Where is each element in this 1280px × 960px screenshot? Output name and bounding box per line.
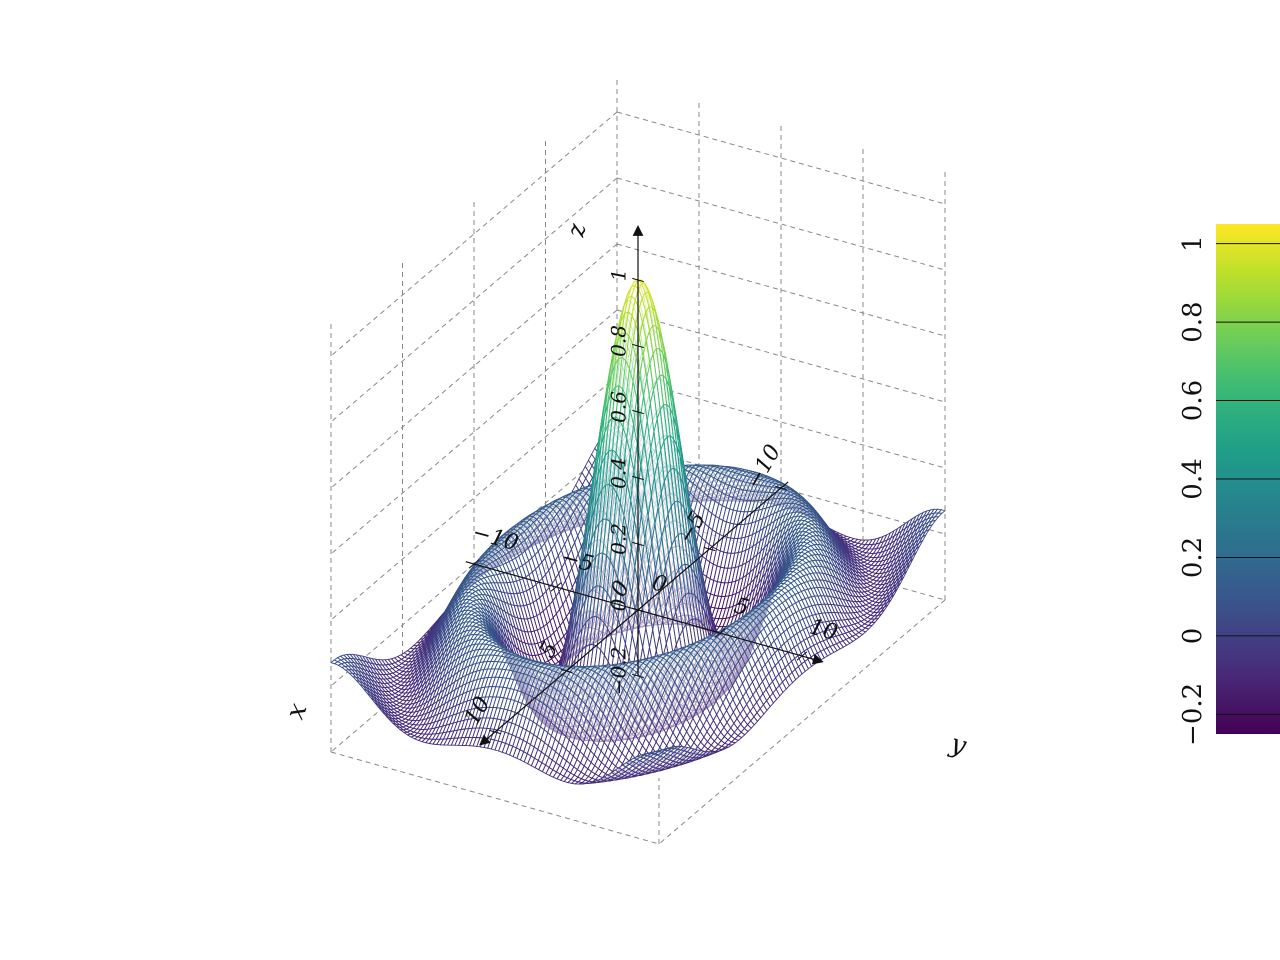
grid-line (330, 751, 660, 845)
surface-mesh (330, 278, 946, 785)
grid-line (616, 309, 946, 403)
grid-line (616, 111, 946, 205)
grid-line (616, 177, 946, 271)
grid-line (616, 243, 946, 337)
